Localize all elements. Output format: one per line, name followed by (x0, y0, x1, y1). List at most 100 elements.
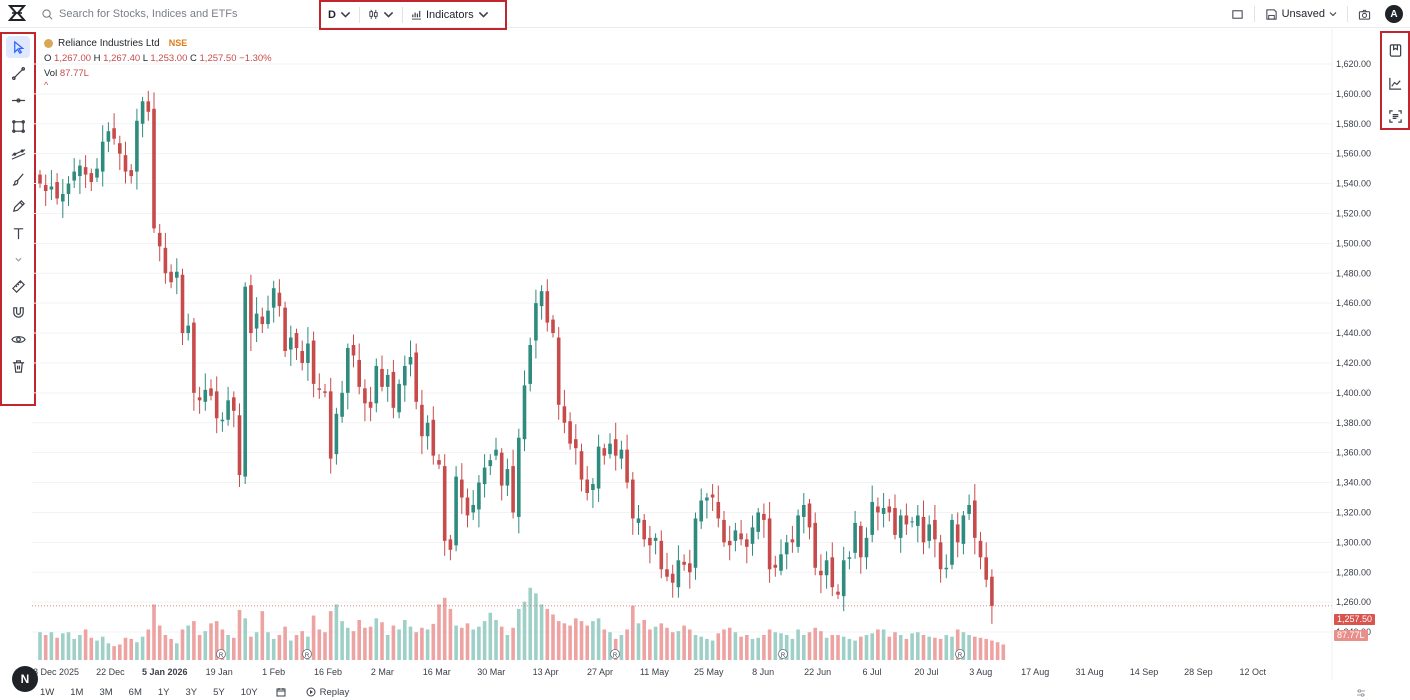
replay-button[interactable]: Replay (296, 687, 349, 698)
event-marker-icon (302, 649, 312, 659)
window-icon (1231, 9, 1243, 19)
date-range-button[interactable] (266, 687, 296, 697)
candle-body (927, 524, 931, 541)
candle-body (568, 421, 572, 444)
range-1m[interactable]: 1M (70, 686, 84, 698)
range-3m[interactable]: 3M (99, 686, 113, 698)
chart-canvas[interactable]: 1,620.00 1,600.00 1,580.00 1,560.00 1,540.00… (32, 29, 1380, 680)
candle-body (881, 507, 886, 514)
range-1w[interactable]: 1W (40, 686, 55, 698)
chevron-down-icon (340, 11, 351, 18)
layout-save-dropdown[interactable]: Unsaved (1255, 8, 1347, 21)
candle-body (357, 359, 361, 387)
indicators-button[interactable]: Indicators (403, 5, 497, 25)
close-label: C (190, 53, 197, 64)
event-marker-icon (610, 649, 620, 659)
volume-bar (380, 622, 384, 660)
watchlist-button[interactable] (1384, 39, 1406, 61)
settings-icon[interactable] (1356, 688, 1366, 698)
volume-bar (819, 631, 823, 660)
candle-body (779, 554, 783, 571)
fullscreen-button[interactable] (1221, 8, 1254, 21)
range-10y[interactable]: 10Y (240, 686, 258, 698)
news-panel-button[interactable] (1384, 105, 1406, 127)
trend-line-tool[interactable] (6, 63, 30, 85)
toolbar-divider (401, 6, 403, 23)
candle-body (306, 343, 310, 363)
volume-bar (568, 625, 572, 660)
open-value: 1,267.00 (54, 53, 92, 64)
candle-body (346, 348, 350, 393)
x-tick-label: 16 Feb (314, 667, 342, 677)
interval-dropdown[interactable]: D (320, 5, 359, 25)
pen-tool[interactable] (6, 196, 30, 218)
candle-body (648, 537, 652, 546)
x-tick-label: 22 Jun (804, 667, 831, 677)
candle-body (220, 419, 225, 422)
chart-panel-button[interactable] (1384, 72, 1406, 94)
candle-body (226, 400, 230, 420)
volume-bar (437, 604, 441, 660)
close-value: 1,257.50 (199, 53, 237, 64)
candle-body (129, 170, 133, 177)
brush-tool[interactable] (6, 169, 30, 191)
range-5y[interactable]: 5Y (213, 686, 225, 698)
high-value: 1,267.40 (103, 53, 141, 64)
candle-body (385, 374, 390, 387)
cursor-tool[interactable] (6, 36, 30, 58)
assistant-button[interactable]: N (12, 666, 38, 692)
symbol-name[interactable]: Reliance Industries Ltd (58, 38, 160, 49)
candle-body (431, 419, 436, 456)
volume-bar (66, 632, 71, 660)
candle-body (380, 368, 384, 387)
magnet-tool[interactable] (6, 302, 30, 324)
volume-bar (100, 636, 105, 660)
volume-bar (89, 637, 94, 660)
text-tool[interactable] (6, 222, 30, 244)
volume-bar (494, 620, 498, 660)
more-tools-toggle[interactable] (6, 249, 30, 271)
delete-drawings-tool[interactable] (6, 355, 30, 377)
volume-bar (175, 643, 179, 660)
volume-bar (517, 608, 521, 660)
volume-bar (95, 640, 99, 660)
candle-body (665, 569, 669, 577)
snapshot-button[interactable] (1348, 8, 1381, 21)
volume-bar (403, 620, 407, 660)
volume-bar (716, 633, 721, 660)
candle-body (802, 504, 806, 517)
measure-tool[interactable] (6, 275, 30, 297)
avatar[interactable]: A (1385, 5, 1403, 23)
rectangle-tool[interactable] (6, 116, 30, 138)
volume-bar (477, 626, 481, 660)
range-6m[interactable]: 6M (128, 686, 142, 698)
candle-body (209, 388, 213, 396)
volume-bar (528, 587, 532, 660)
horizontal-line-tool[interactable] (6, 89, 30, 111)
candle-body (442, 466, 447, 541)
candle-body (66, 183, 71, 195)
y-tick-label: 1,480.00 (1336, 268, 1371, 278)
channel-tool[interactable] (6, 142, 30, 164)
price-chart[interactable]: 1,620.00 1,600.00 1,580.00 1,560.00 1,540.00… (32, 29, 1380, 680)
x-tick-label: 2 Mar (371, 667, 394, 677)
y-tick-label: 1,400.00 (1336, 388, 1371, 398)
y-tick-label: 1,340.00 (1336, 478, 1371, 488)
volume-bar (534, 593, 538, 660)
chevron-down-icon (478, 11, 488, 18)
candle-body (203, 389, 208, 402)
candle-body (585, 479, 589, 494)
symbol-logo-icon (44, 39, 53, 48)
top-right-controls: Unsaved A (1221, 0, 1410, 28)
app-logo-icon[interactable] (8, 4, 26, 22)
range-3y[interactable]: 3Y (185, 686, 198, 698)
volume-bar (779, 633, 783, 660)
collapse-legend-icon[interactable]: ^ (44, 80, 49, 90)
search-input[interactable]: Search for Stocks, Indices and ETFs (42, 6, 238, 22)
visibility-tool[interactable] (6, 329, 30, 351)
chart-type-dropdown[interactable] (360, 5, 402, 25)
candle-body (482, 467, 487, 485)
event-marker-icon: R (958, 653, 963, 659)
candle-body (271, 288, 276, 308)
range-1y[interactable]: 1Y (157, 686, 170, 698)
